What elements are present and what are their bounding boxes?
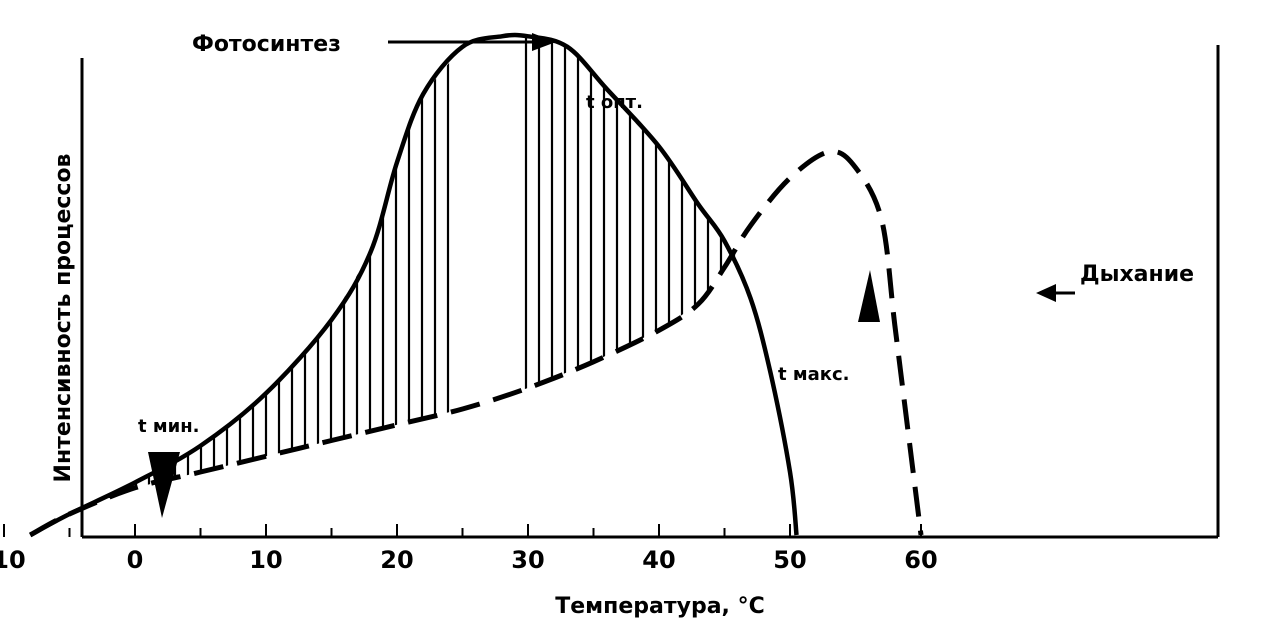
photosynthesis-label: Фотосинтез — [192, 32, 341, 57]
series-layer — [29, 32, 924, 538]
respiration-arrow-head — [1036, 284, 1056, 302]
photosynthesis-arrow-head — [532, 33, 556, 51]
ticks-layer: -10 0 10 20 30 40 50 60 — [0, 524, 938, 574]
x-tick-label: 20 — [380, 546, 413, 574]
t-max-arrow-head — [858, 270, 880, 322]
surplus-hatched-area — [30, 36, 738, 536]
x-tick-label: 30 — [511, 546, 544, 574]
photosynthesis-curve — [29, 32, 799, 537]
x-tick-label: -10 — [0, 546, 26, 574]
t-max-label: t макс. — [778, 364, 849, 385]
x-axis-label: Температура, °C — [555, 594, 764, 619]
hatch-area-layer — [30, 0, 738, 536]
x-tick-label: 60 — [904, 546, 937, 574]
x-tick-label: 0 — [127, 546, 144, 574]
respiration-label: Дыхание — [1080, 262, 1194, 287]
x-tick-label: 50 — [773, 546, 806, 574]
t-opt-label: t опт. — [586, 92, 643, 113]
x-tick-label: 10 — [249, 546, 282, 574]
x-tick-label: 40 — [642, 546, 675, 574]
axes-layer — [80, 45, 1220, 539]
t-min-arrow-head — [148, 452, 180, 518]
t-min-label: t мин. — [138, 416, 199, 437]
respiration-curve — [29, 148, 924, 538]
optimum-band — [453, 0, 519, 535]
y-axis-label: Интенсивность процессов — [51, 154, 76, 483]
